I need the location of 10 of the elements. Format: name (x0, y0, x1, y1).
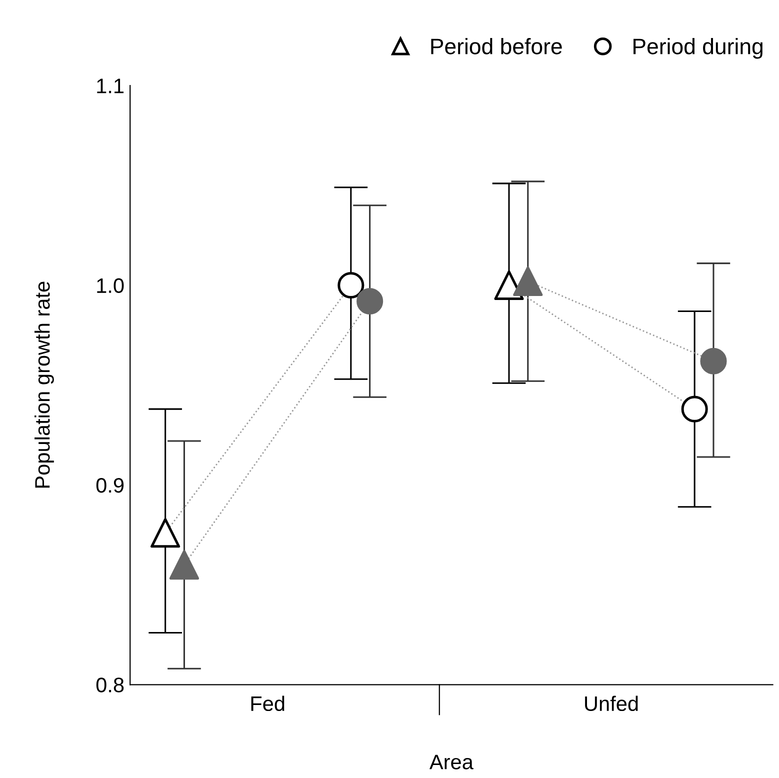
y-tick-label: 1.0 (97, 278, 124, 294)
x-tick-label: Unfed (585, 696, 638, 712)
y-tick-label: 1.1 (97, 78, 124, 94)
y-tick-label: 0.9 (96, 478, 124, 493)
y-axis-title: Population growth rate (34, 282, 54, 488)
x-axis-title: Area (429, 754, 474, 770)
legend-label: Period before (431, 38, 562, 54)
x-tick-label: Fed (251, 696, 284, 712)
legend-label: Period during (634, 38, 762, 59)
y-tick-label: 0.8 (96, 678, 124, 692)
